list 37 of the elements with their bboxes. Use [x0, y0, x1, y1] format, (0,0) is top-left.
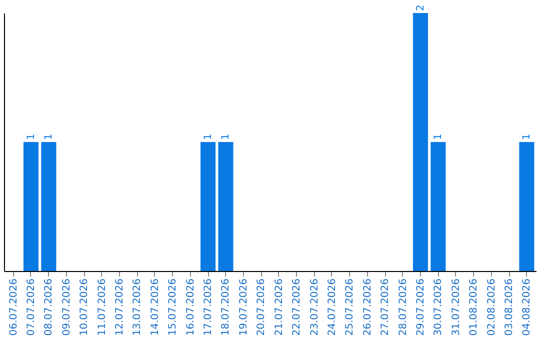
x-tick-label: 28.07.2026 — [398, 278, 409, 336]
x-tick-label: 15.07.2026 — [168, 278, 179, 336]
x-tick-label: 03.08.2026 — [504, 278, 515, 336]
data-label: 1 — [522, 134, 533, 140]
x-tick-label: 17.07.2026 — [203, 278, 214, 336]
x-tick-label: 18.07.2026 — [220, 278, 232, 336]
x-tick-label: 06.07.2026 — [8, 278, 20, 336]
x-tick-label: 11.07.2026 — [96, 278, 108, 336]
data-label: 1 — [44, 134, 55, 140]
x-tick-label: 13.07.2026 — [132, 278, 144, 336]
x-tick-label: 01.08.2026 — [468, 278, 480, 336]
x-tick-label: 14.07.2026 — [150, 278, 161, 336]
x-tick-label: 19.07.2026 — [238, 278, 250, 336]
x-tick-label: 21.07.2026 — [274, 278, 285, 336]
data-label: 1 — [220, 134, 232, 140]
x-tick-label: 02.08.2026 — [486, 278, 498, 336]
x-tick-label: 16.07.2026 — [185, 278, 196, 336]
x-tick-label: 20.07.2026 — [256, 278, 268, 336]
data-label: 1 — [26, 134, 37, 140]
x-tick-label: 08.07.2026 — [44, 278, 55, 336]
x-tick-label: 10.07.2026 — [79, 278, 90, 336]
x-tick-label: 07.07.2026 — [26, 278, 37, 336]
x-tick-label: 24.07.2026 — [326, 278, 338, 336]
x-tick-label: 12.07.2026 — [114, 278, 126, 336]
data-label: 2 — [415, 4, 426, 11]
x-tick-label: 29.07.2026 — [415, 278, 426, 336]
x-tick-label: 04.08.2026 — [522, 278, 533, 336]
x-tick-label: 23.07.2026 — [309, 278, 320, 336]
data-label: 1 — [203, 134, 214, 140]
x-tick-label: 22.07.2026 — [292, 278, 303, 336]
data-label: 1 — [433, 134, 444, 140]
x-tick-label: 30.07.2026 — [433, 278, 444, 336]
x-tick-label: 27.07.2026 — [380, 278, 392, 336]
x-tick-label: 25.07.2026 — [344, 278, 356, 336]
x-tick-label: 26.07.2026 — [362, 278, 374, 336]
x-tick-label: 09.07.2026 — [61, 278, 72, 336]
x-tick-label: 31.07.2026 — [450, 278, 462, 336]
